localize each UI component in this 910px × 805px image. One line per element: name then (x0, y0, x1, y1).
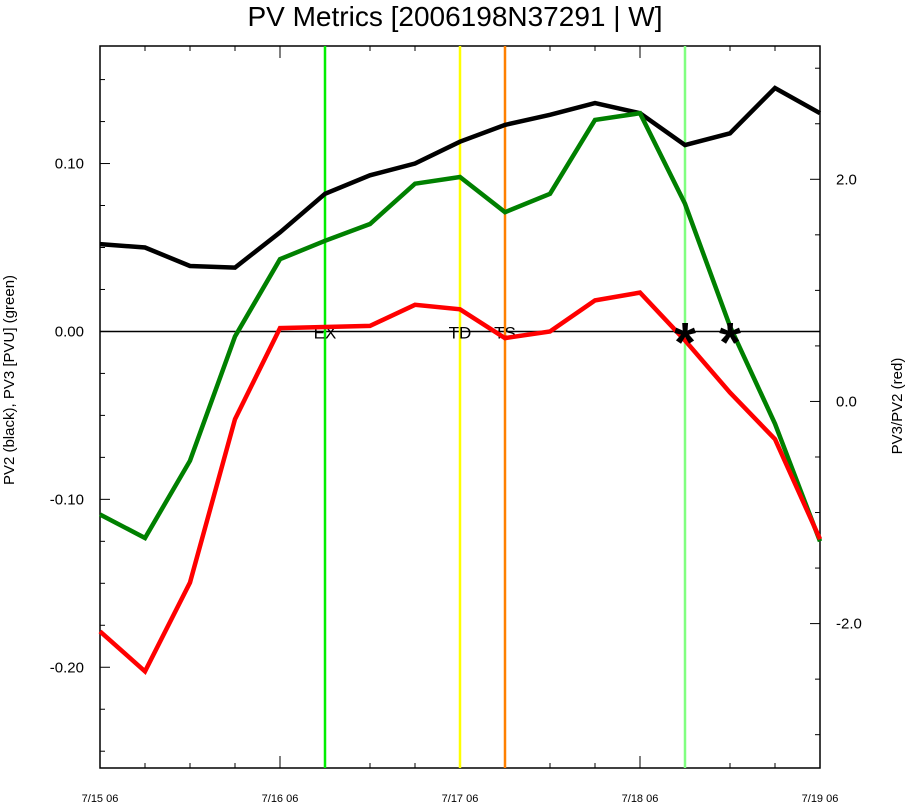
y-left-tick-label: -0.20 (50, 659, 84, 676)
y-right-tick-label: 0.0 (836, 393, 857, 410)
y-left-tick-label: 0.10 (55, 156, 84, 173)
y-axis-right-label: PV3/PV2 (red) (889, 358, 906, 455)
plot-area: 7/15 06 7/16 06 7/17 06 7/18 06 7/19 06 -0.20… (50, 45, 862, 805)
y-left-tick-label: -0.10 (50, 491, 84, 508)
asterisk-marker: * (674, 310, 696, 373)
x-tick-label: 7/15 06 (82, 793, 119, 805)
x-tick-label: 7/18 06 (622, 793, 659, 805)
y-axis-left-label: PV2 (black), PV3 [PVU] (green) (1, 275, 18, 485)
event-label: TD (449, 323, 472, 342)
chart-title: PV Metrics [2006198N37291 | W] (247, 1, 662, 32)
x-tick-label: 7/19 06 (802, 793, 839, 805)
y-right-tick-label: 2.0 (836, 171, 857, 188)
y-left-tick-label: 0.00 (55, 323, 84, 340)
x-tick-label: 7/17 06 (442, 793, 479, 805)
x-tick-label: 7/16 06 (262, 793, 299, 805)
asterisk-marker: * (719, 310, 741, 373)
y-right-tick-label: -2.0 (836, 616, 862, 633)
